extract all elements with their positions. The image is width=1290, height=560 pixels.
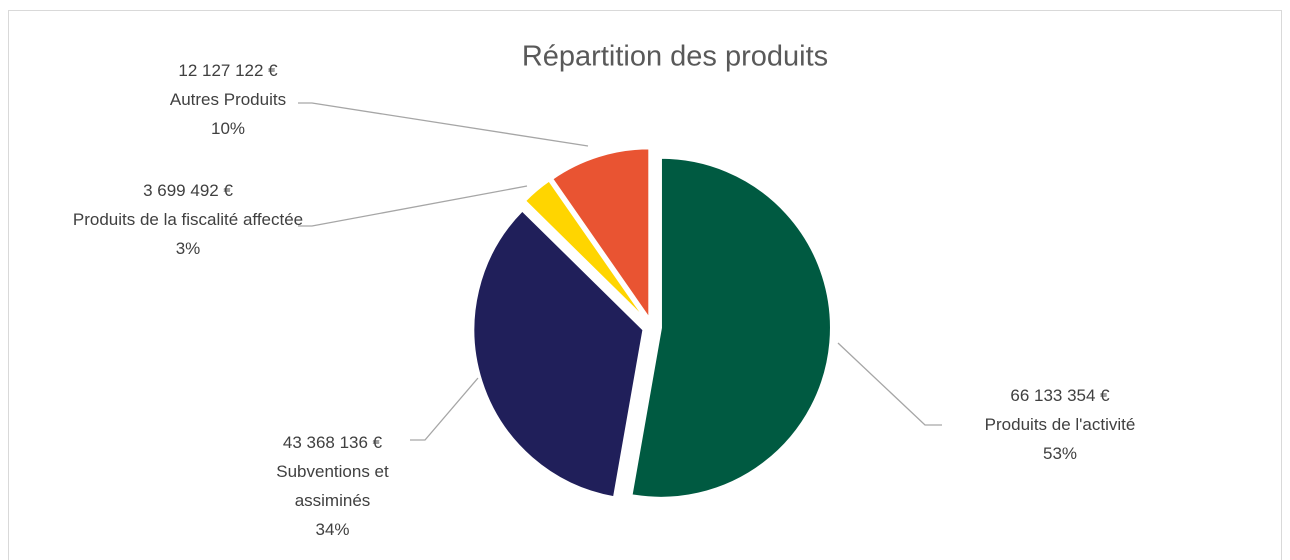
value-label: 66 133 354 € xyxy=(1010,386,1110,405)
percent-label: 34% xyxy=(315,520,350,539)
pie-slice xyxy=(472,209,645,499)
chart-title: Répartition des produits xyxy=(522,41,828,73)
data-label: 66 133 354 € Produits de l'activité 53% xyxy=(950,381,1170,468)
pie-slice xyxy=(550,147,651,322)
percent-label: 53% xyxy=(1042,444,1078,463)
percent-label: 3% xyxy=(175,239,201,258)
data-label: 12 127 122 € Autres Produits 10% xyxy=(130,56,326,143)
value-label: 12 127 122 € xyxy=(178,61,278,80)
pie xyxy=(472,147,832,499)
value-label: 3 699 492 € xyxy=(143,181,233,200)
leader-line xyxy=(298,185,528,227)
leader-line xyxy=(410,377,479,441)
value-label: 43 368 136 € xyxy=(282,433,383,452)
leader-line xyxy=(298,102,589,147)
leader-line xyxy=(837,342,942,426)
data-label: 43 368 136 € Subventions et assiminés 34… xyxy=(260,428,405,544)
pie-slice xyxy=(523,179,648,321)
category-label: Produits de l'activité xyxy=(984,415,1136,434)
pie-slice xyxy=(630,156,832,499)
data-label: 3 699 492 € Produits de la fiscalité aff… xyxy=(70,176,306,263)
category-label: Produits de la fiscalité affectée xyxy=(72,210,304,229)
percent-label: 10% xyxy=(210,119,246,138)
category-label: Autres Produits xyxy=(169,90,287,109)
category-label: Subventions et assiminés xyxy=(276,462,389,510)
